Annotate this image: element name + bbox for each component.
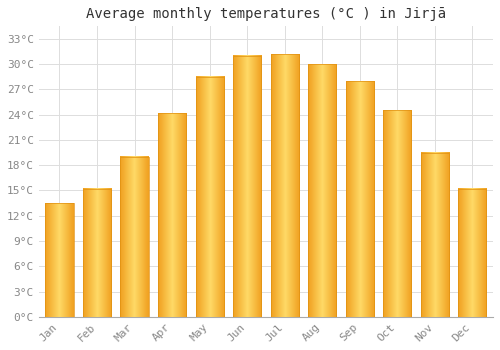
- Bar: [233, 56, 261, 317]
- Bar: [458, 189, 486, 317]
- Bar: [421, 153, 449, 317]
- Bar: [308, 64, 336, 317]
- Bar: [46, 203, 74, 317]
- Bar: [346, 81, 374, 317]
- Bar: [196, 77, 224, 317]
- Bar: [158, 113, 186, 317]
- Bar: [83, 189, 111, 317]
- Bar: [383, 111, 412, 317]
- Bar: [120, 157, 148, 317]
- Bar: [270, 54, 299, 317]
- Title: Average monthly temperatures (°C ) in Jirjā: Average monthly temperatures (°C ) in Ji…: [86, 7, 446, 21]
